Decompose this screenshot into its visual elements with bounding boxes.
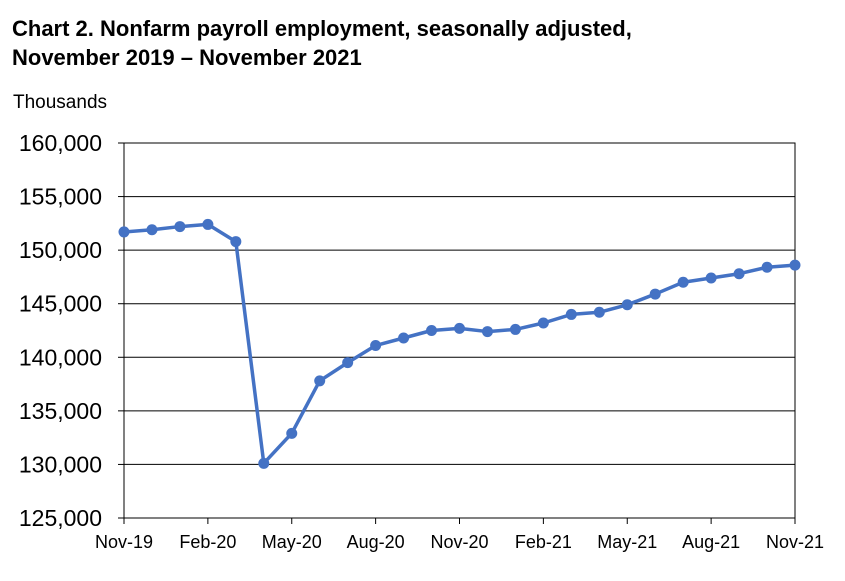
- data-point: [509, 323, 521, 335]
- data-point: [705, 272, 717, 284]
- x-tick-label: Nov-19: [95, 532, 153, 552]
- data-point: [146, 224, 158, 236]
- data-point: [649, 288, 661, 300]
- chart-title-line-2: November 2019 – November 2021: [12, 45, 362, 70]
- data-point: [118, 226, 130, 238]
- y-tick-label: 155,000: [19, 184, 102, 210]
- data-point: [593, 306, 605, 318]
- data-point: [258, 457, 270, 469]
- data-point: [789, 259, 801, 271]
- x-tick-label: May-21: [597, 532, 657, 552]
- data-point: [286, 427, 298, 439]
- y-tick-label: 135,000: [19, 398, 102, 424]
- x-tick-label: Feb-20: [179, 532, 236, 552]
- data-point: [426, 325, 438, 336]
- y-axis-unit-label: Thousands: [13, 92, 108, 113]
- x-tick-label: Nov-21: [766, 532, 824, 552]
- data-point: [733, 268, 745, 280]
- data-point: [202, 218, 214, 230]
- data-point: [398, 332, 410, 344]
- chart-title: Chart 2. Nonfarm payroll employment, sea…: [12, 14, 832, 72]
- data-point: [621, 299, 633, 311]
- data-point: [565, 308, 577, 320]
- data-point: [314, 375, 326, 387]
- x-tick-label: Aug-21: [682, 532, 740, 552]
- data-point: [761, 261, 773, 273]
- data-point: [230, 236, 242, 248]
- y-tick-label: 145,000: [19, 291, 102, 317]
- data-point: [370, 340, 382, 351]
- x-axis-ticks: Nov-19 Feb-20 May-20 Aug-20 Nov-20 Feb-21 May-…: [95, 518, 824, 552]
- series-layer: [118, 218, 801, 469]
- y-tick-label: 125,000: [19, 505, 102, 531]
- data-point: [677, 276, 689, 288]
- y-tick-label: 150,000: [19, 237, 102, 263]
- y-axis-ticks: 125,000 130,000 135,000 140,000 145,000 150,0…: [19, 130, 124, 531]
- data-point: [481, 326, 493, 338]
- x-tick-label: May-20: [262, 532, 322, 552]
- data-point: [537, 317, 549, 329]
- x-tick-label: Aug-20: [347, 532, 405, 552]
- y-tick-label: 140,000: [19, 344, 102, 370]
- data-point: [454, 322, 465, 334]
- chart-title-line-1: Chart 2. Nonfarm payroll employment, sea…: [12, 16, 632, 41]
- series-line: [123, 222, 796, 466]
- gridlines: [124, 196, 795, 465]
- data-point: [342, 357, 354, 369]
- x-tick-label: Nov-20: [430, 532, 488, 552]
- y-tick-label: 130,000: [19, 451, 102, 477]
- data-point: [174, 221, 186, 233]
- y-tick-label: 160,000: [19, 130, 102, 156]
- x-tick-label: Feb-21: [515, 532, 572, 552]
